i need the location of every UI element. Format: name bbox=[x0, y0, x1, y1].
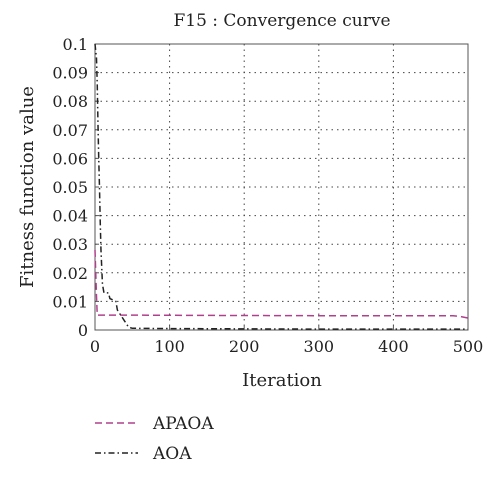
y-tick-label: 0.05 bbox=[52, 178, 88, 197]
legend-label-aoa: AOA bbox=[152, 444, 192, 464]
x-tick-label: 0 bbox=[90, 337, 100, 356]
y-tick-label: 0.1 bbox=[63, 35, 88, 54]
y-axis-ticks: 0 0.01 0.02 0.03 0.04 0.05 0.06 0.07 0.08 0.09 0.1 bbox=[52, 35, 99, 340]
series-layer bbox=[94, 43, 469, 330]
y-tick-label: 0.03 bbox=[52, 235, 88, 254]
x-tick-label: 400 bbox=[378, 337, 409, 356]
y-tick-label: 0.02 bbox=[52, 264, 88, 283]
y-tick-label: 0.08 bbox=[52, 92, 88, 111]
legend-label-apaoa: APAOA bbox=[152, 414, 214, 434]
y-tick-label: 0 bbox=[78, 321, 88, 340]
x-tick-label: 100 bbox=[154, 337, 185, 356]
y-tick-label: 0.04 bbox=[52, 207, 88, 226]
x-tick-label: 200 bbox=[229, 337, 260, 356]
y-tick-label: 0.07 bbox=[52, 121, 88, 140]
y-tick-label: 0.01 bbox=[52, 292, 88, 311]
x-tick-label: 300 bbox=[304, 337, 335, 356]
series-line-apaoa bbox=[94, 249, 469, 319]
series-line-aoa bbox=[94, 43, 468, 330]
x-axis-label: Iteration bbox=[242, 370, 322, 391]
grid-lines bbox=[95, 44, 468, 330]
chart-title: F15 : Convergence curve bbox=[173, 11, 390, 31]
y-tick-label: 0.06 bbox=[52, 149, 88, 168]
y-axis-label: Fitness function value bbox=[17, 86, 38, 288]
x-tick-label: 500 bbox=[453, 337, 484, 356]
legend: APAOA AOA bbox=[95, 414, 214, 464]
x-axis-ticks: 0 100 200 300 400 500 bbox=[90, 326, 483, 356]
y-tick-label: 0.09 bbox=[52, 64, 88, 83]
